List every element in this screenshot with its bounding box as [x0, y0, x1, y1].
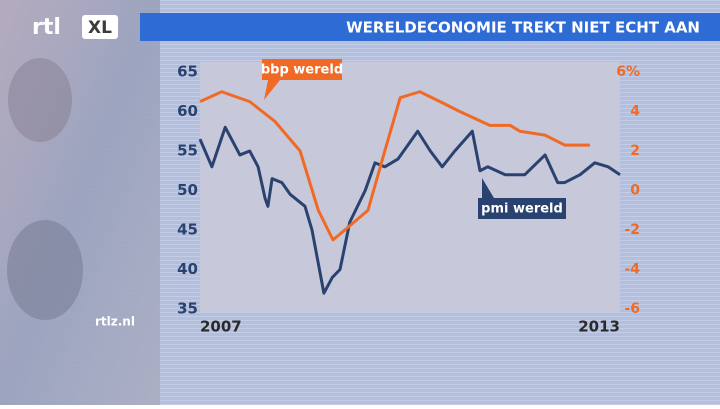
- series-line: [199, 90, 590, 242]
- panel-fade: [0, 0, 160, 405]
- legend-pointer: [482, 178, 494, 198]
- y2-tick-label: -6: [624, 301, 640, 317]
- y-tick-label: 55: [177, 142, 198, 160]
- x-tick-label: 2013: [578, 318, 620, 336]
- y2-tick-label: 6%: [616, 64, 640, 80]
- y-tick-label: 40: [177, 260, 198, 278]
- legend-box: [262, 59, 342, 80]
- title-bar: [140, 13, 720, 41]
- portrait: [8, 58, 72, 142]
- y-tick-label: 45: [177, 221, 198, 239]
- y-tick-label: 35: [177, 300, 198, 318]
- legend-label: bbp wereld: [261, 63, 343, 78]
- chart-title: WERELDECONOMIE TREKT NIET ECHT AAN: [346, 19, 700, 37]
- footer-text: rtlz.nl: [95, 315, 135, 329]
- y-tick-label: 65: [177, 63, 198, 81]
- x-tick-label: 2007: [200, 318, 242, 336]
- portrait: [7, 220, 83, 320]
- logo-badge-box: [82, 15, 118, 39]
- y2-tick-label: 2: [630, 143, 640, 159]
- y-tick-label: 50: [177, 181, 198, 199]
- y2-tick-label: 0: [630, 183, 640, 199]
- legend-box: [478, 198, 566, 219]
- y2-tick-label: 4: [630, 104, 640, 120]
- y2-tick-label: -2: [624, 222, 640, 238]
- logo-badge: XL: [88, 18, 112, 38]
- legend-label: pmi wereld: [481, 202, 563, 217]
- logo: rtl: [32, 15, 61, 40]
- legend-pointer: [264, 80, 280, 100]
- y-tick-label: 60: [177, 102, 198, 120]
- series-line: [198, 125, 621, 295]
- y2-tick-label: -4: [624, 262, 640, 278]
